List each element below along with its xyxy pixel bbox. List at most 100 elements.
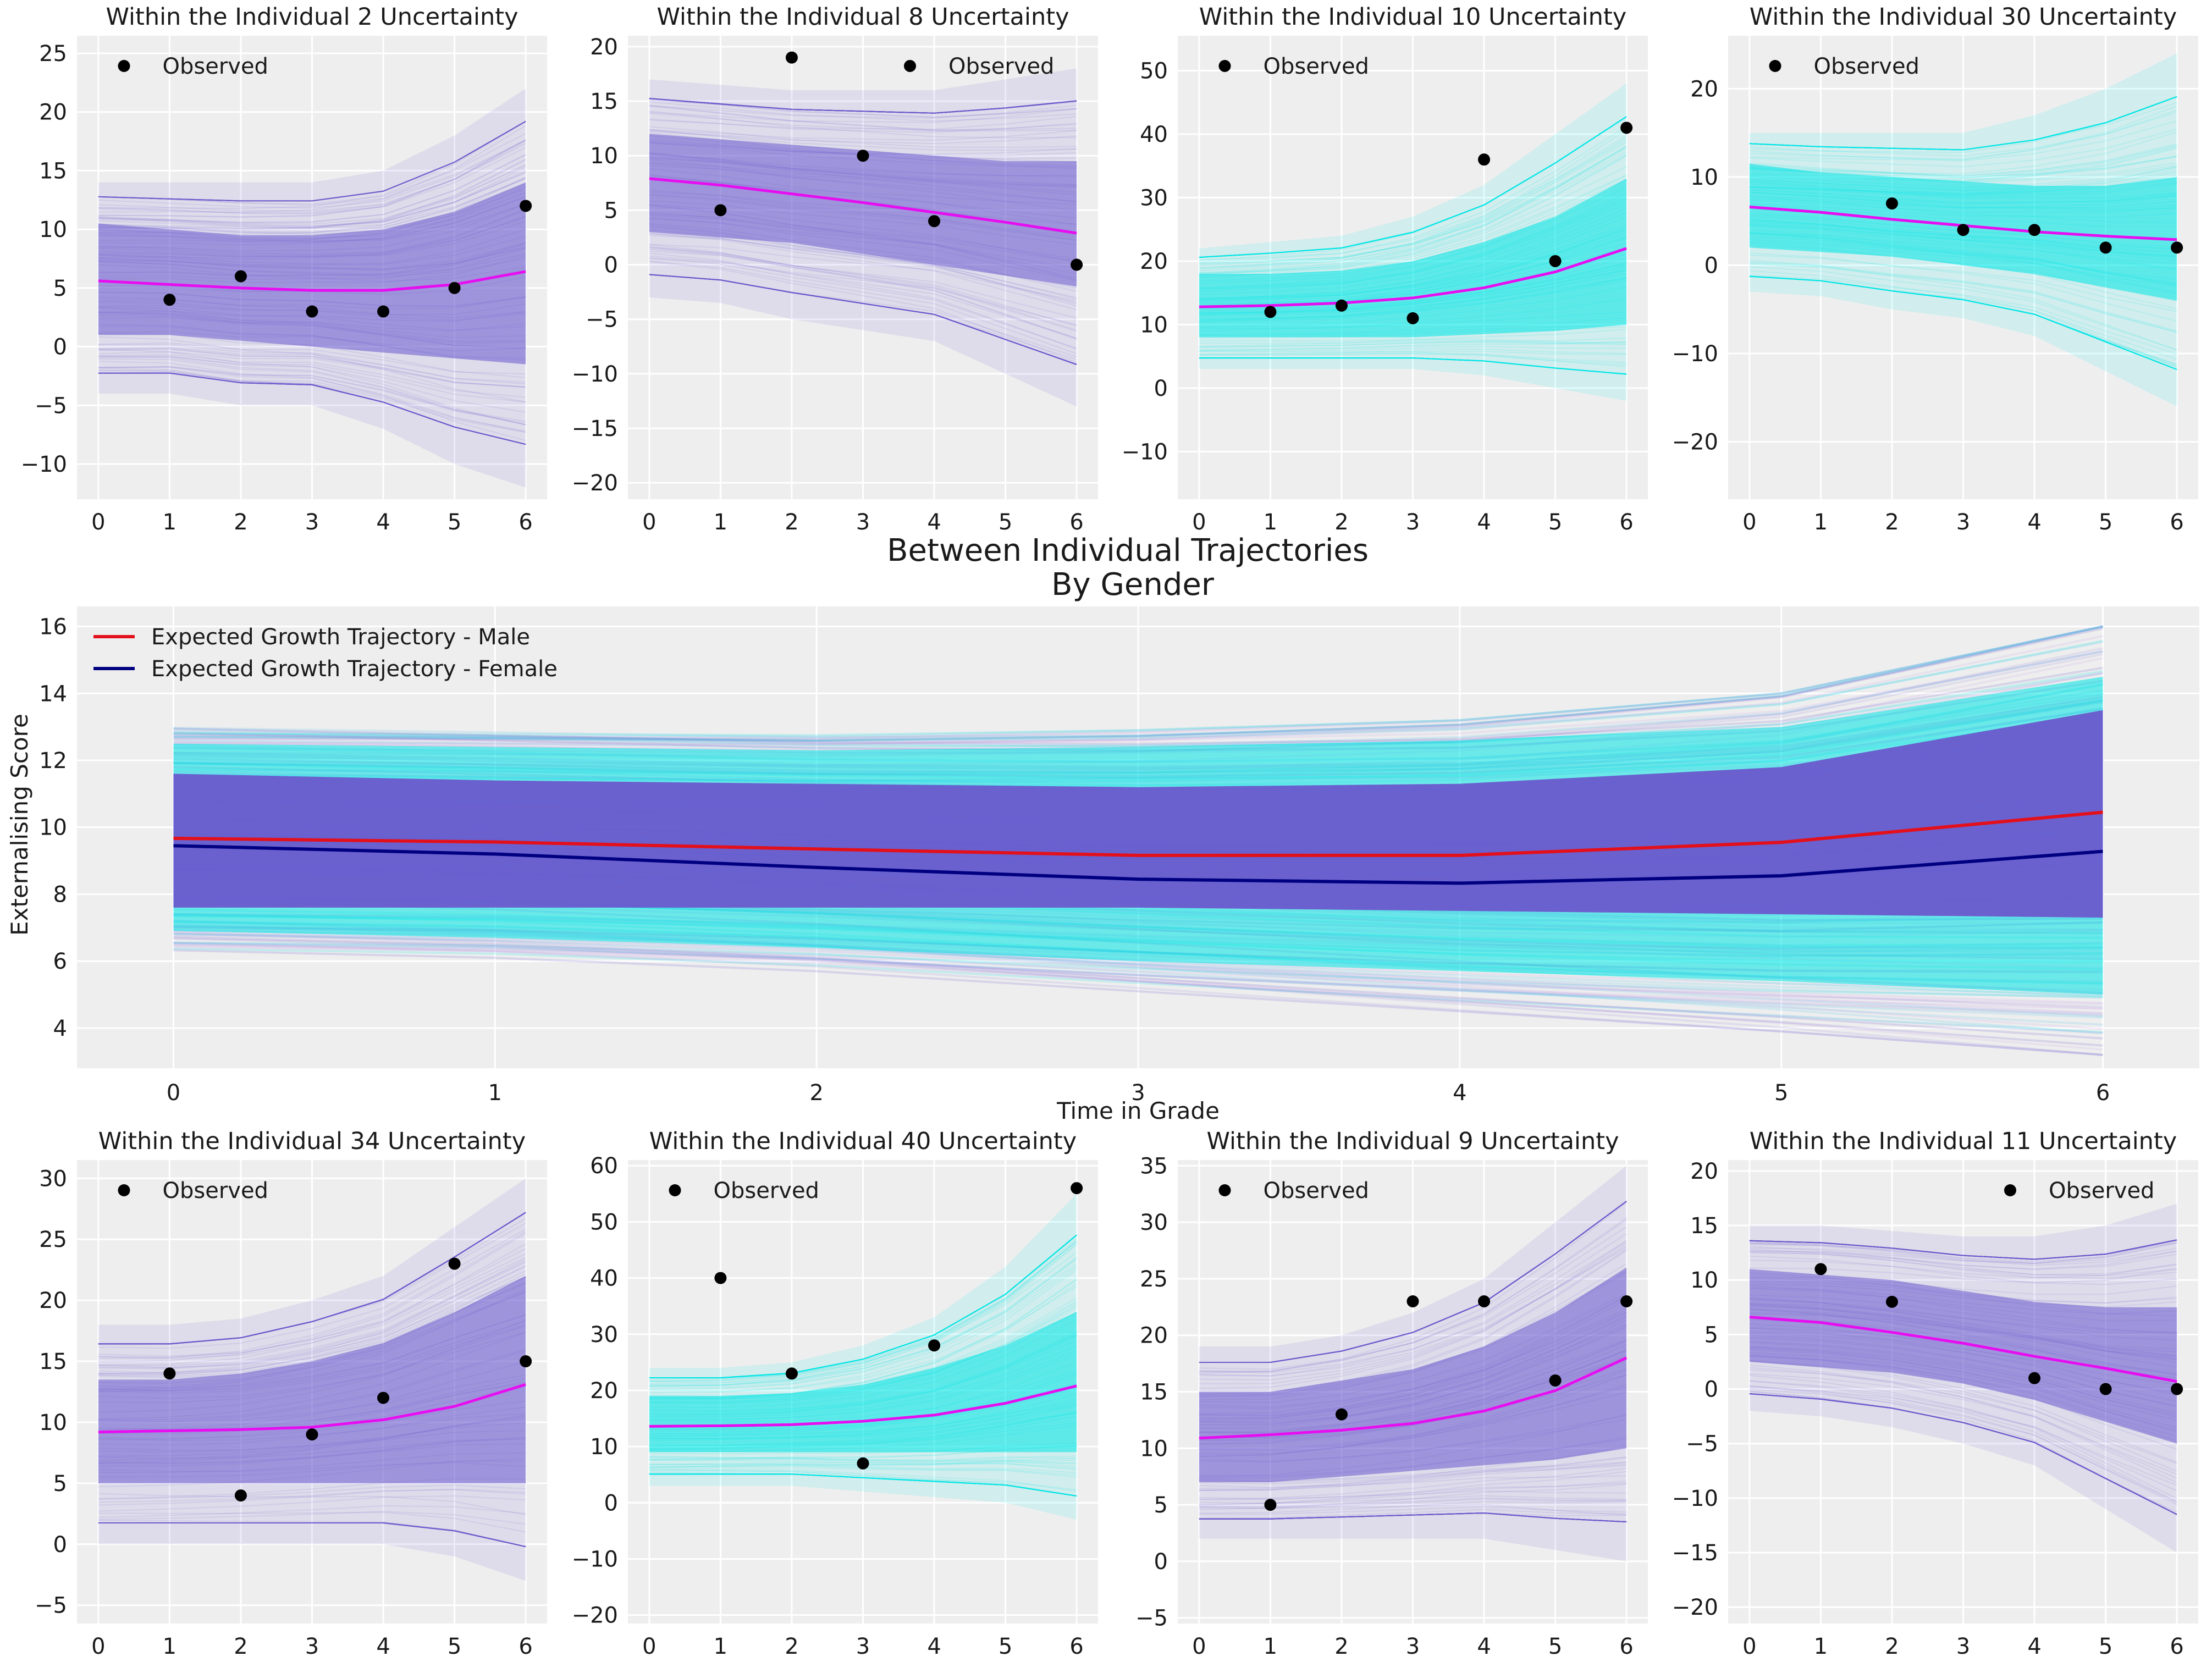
posterior-draw-line	[1199, 116, 1627, 258]
main-x-label: Time in Grade	[1056, 1097, 1220, 1124]
posterior-draw-line	[649, 1469, 1077, 1497]
posterior-draw-line	[98, 1212, 526, 1345]
inner-uncertainty-band	[1199, 178, 1627, 338]
y-tick-label: 15	[39, 158, 67, 184]
observed-point	[306, 305, 318, 318]
posterior-draw-line	[649, 274, 1077, 365]
posterior-draw-line	[1749, 1369, 2177, 1464]
posterior-draw-line	[1199, 357, 1627, 375]
posterior-draw-line	[649, 1472, 1077, 1497]
posterior-draw-line	[1749, 1393, 2177, 1515]
legend-marker	[1218, 1184, 1231, 1196]
y-tick-label: 0	[1154, 1549, 1168, 1575]
posterior-draw-line	[98, 1522, 526, 1548]
posterior-draw-line	[1199, 1240, 1627, 1389]
x-tick-label: 6	[1619, 510, 1633, 535]
posterior-draw-line	[98, 1505, 526, 1519]
posterior-draw-line	[1199, 1512, 1627, 1522]
x-tick-label: 2	[785, 510, 798, 535]
posterior-draw-line	[649, 274, 1077, 365]
posterior-draw-line	[1749, 156, 2177, 178]
posterior-draw-line	[1749, 1393, 2177, 1515]
posterior-draw-line	[1749, 1239, 2177, 1264]
posterior-draw-line	[1199, 1512, 1627, 1522]
posterior-draw-line	[1199, 1512, 1627, 1522]
posterior-draw-line	[98, 1212, 526, 1345]
posterior-draw-line	[649, 1259, 1077, 1386]
x-tick-label: 6	[518, 510, 532, 535]
posterior-draw-line	[1199, 1201, 1627, 1363]
posterior-draw-line	[649, 98, 1077, 114]
posterior-draw-line	[1749, 275, 2177, 370]
posterior-draw-line	[1199, 116, 1627, 258]
x-tick-label: 2	[785, 1634, 798, 1659]
posterior-draw-line	[98, 369, 526, 445]
y-tick-label: 5	[604, 198, 618, 223]
posterior-draw-line	[98, 1522, 526, 1548]
posterior-draw-line	[649, 98, 1077, 114]
posterior-draw-line	[649, 274, 1077, 365]
posterior-draw-line	[649, 1241, 1077, 1379]
legend-label: Expected Growth Trajectory - Male	[151, 625, 530, 650]
x-tick-label: 1	[163, 1634, 176, 1659]
y-tick-label: 10	[590, 1434, 618, 1460]
posterior-draw-line	[1199, 1201, 1627, 1363]
posterior-draw-line	[98, 1212, 526, 1345]
posterior-draw-line	[1749, 1393, 2177, 1515]
posterior-draw-line	[1749, 96, 2177, 151]
posterior-draw-line	[1199, 357, 1627, 375]
legend-label: Expected Growth Trajectory - Female	[151, 656, 558, 682]
legend-label: Observed	[1264, 54, 1369, 79]
observed-point	[163, 1367, 176, 1380]
posterior-draw-line	[1199, 1201, 1627, 1363]
y-tick-label: 15	[39, 1349, 67, 1374]
posterior-draw-line	[1199, 1201, 1627, 1363]
observed-point	[1478, 153, 1491, 166]
trajectory-draw-line	[173, 625, 2103, 742]
y-tick-label: 25	[1140, 1267, 1168, 1292]
posterior-draw-line	[98, 372, 526, 445]
posterior-draw-line	[98, 1489, 526, 1503]
posterior-draw-line	[649, 244, 1077, 301]
posterior-draw-line	[98, 120, 526, 202]
posterior-draw-line	[98, 120, 526, 202]
x-tick-label: 2	[234, 510, 247, 535]
posterior-draw-line	[1199, 1512, 1627, 1522]
posterior-draw-line	[1199, 155, 1627, 278]
observed-point	[1406, 1295, 1419, 1308]
posterior-draw-line	[1749, 96, 2177, 151]
trajectory-draw-line	[173, 944, 2103, 1014]
posterior-draw-line	[1749, 96, 2177, 151]
posterior-draw-line	[1749, 259, 2177, 351]
posterior-draw-line	[649, 98, 1077, 114]
posterior-draw-line	[98, 1231, 526, 1359]
posterior-draw-line	[649, 1234, 1077, 1378]
y-tick-label: 35	[1140, 1153, 1168, 1179]
posterior-draws	[649, 1194, 1077, 1520]
posterior-draw-line	[649, 98, 1077, 114]
x-tick-label: 5	[1774, 1080, 1788, 1106]
subplot-2: −20 −15 −10 −5 0 5 10 15 20 0 1 2 3 4 5 6 Within the Ind…	[572, 3, 1098, 535]
posterior-draw-line	[1749, 1393, 2177, 1515]
posterior-draw-line	[1199, 116, 1627, 258]
posterior-draw-line	[98, 1522, 526, 1548]
posterior-draw-line	[649, 98, 1077, 114]
posterior-draw-line	[649, 1234, 1077, 1378]
posterior-draw-line	[98, 1493, 526, 1516]
posterior-draw-line	[1199, 1512, 1627, 1522]
trajectory-draw-line	[173, 625, 2103, 747]
legend-label: Observed	[948, 54, 1054, 79]
posterior-draw-line	[649, 274, 1077, 365]
posterior-draw-line	[1749, 1367, 2177, 1479]
x-tick-label: 5	[2099, 1634, 2112, 1659]
posterior-draw-line	[1749, 275, 2177, 370]
posterior-draw-line	[98, 120, 526, 202]
legend-label: Observed	[714, 1178, 819, 1203]
trajectory-draw-line	[173, 942, 2103, 1056]
posterior-draw-line	[649, 98, 1077, 118]
y-tick-label: 15	[1690, 1213, 1718, 1239]
posterior-draw-line	[1749, 275, 2177, 370]
posterior-draw-line	[98, 1212, 526, 1345]
y-tick-label: −5	[35, 1593, 67, 1619]
posterior-draw-line	[98, 1522, 526, 1548]
